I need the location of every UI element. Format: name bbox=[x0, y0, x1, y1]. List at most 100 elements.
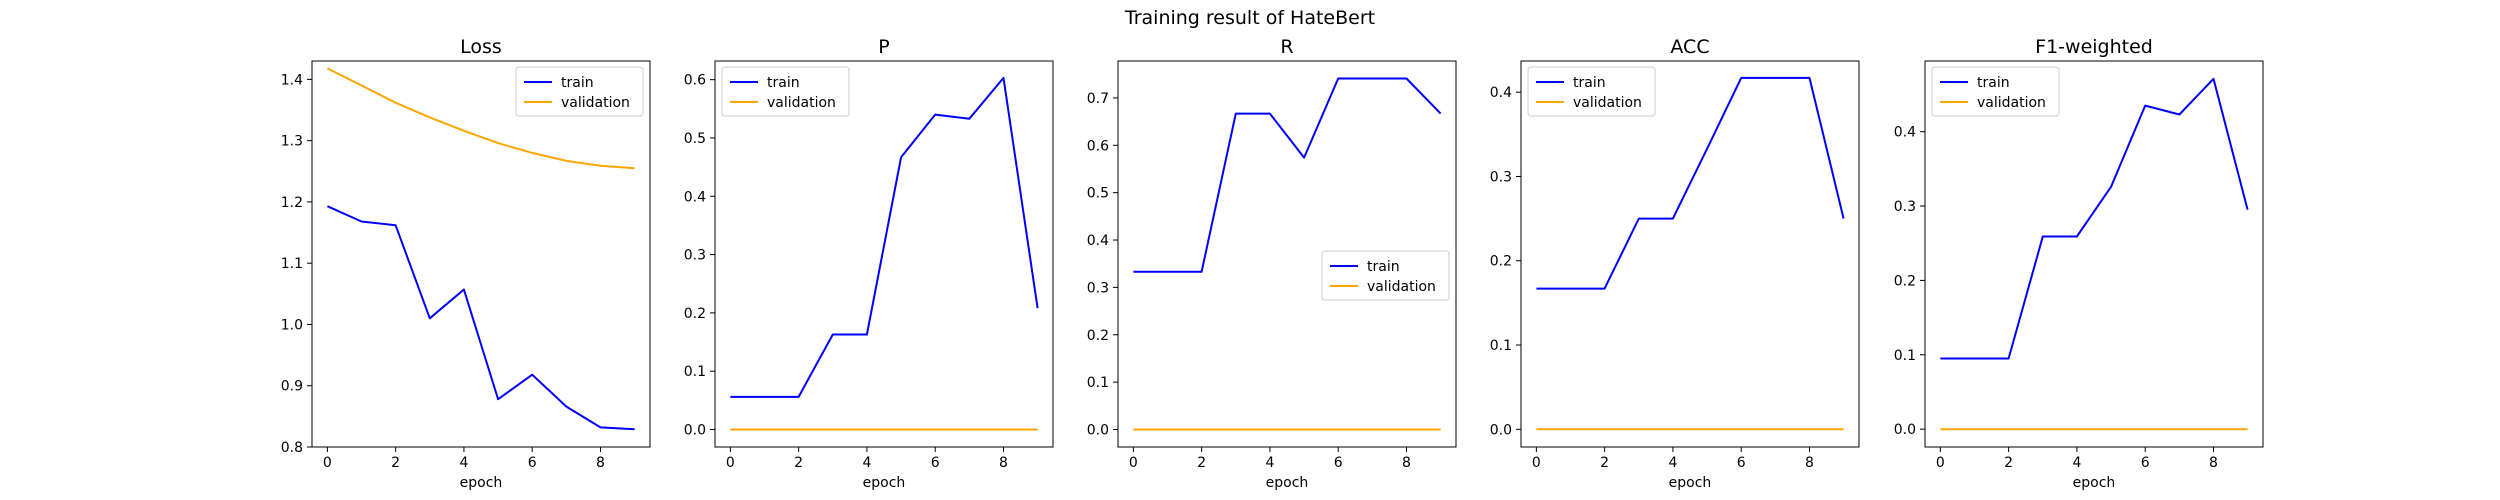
x-tick-label: 8 bbox=[2209, 455, 2218, 471]
legend-box bbox=[1527, 66, 1656, 117]
y-tick-label: 1.1 bbox=[281, 256, 303, 272]
legend-label-train: train bbox=[1977, 75, 2010, 91]
y-tick-label: 0.5 bbox=[684, 131, 706, 147]
legend: train validation bbox=[1321, 250, 1450, 301]
x-tick-label: 4 bbox=[862, 455, 871, 471]
subplot-1: Loss 0 2 4 6 8 0.8 0.9 1.0 1.1 1.2 1.3 1.4 epoch train… bbox=[281, 36, 651, 491]
legend: train validation bbox=[515, 66, 644, 117]
legend-label-train: train bbox=[561, 75, 594, 91]
x-axis-label: epoch bbox=[2073, 475, 2116, 491]
y-tick-label: 0.0 bbox=[1490, 422, 1512, 438]
y-tick-label: 0.1 bbox=[1894, 348, 1916, 364]
legend: train validation bbox=[1527, 66, 1656, 117]
x-tick-label: 2 bbox=[391, 455, 400, 471]
subplot-3: R 0 2 4 6 8 0.0 0.1 0.2 0.3 0.4 0.5 0.6 0.7 epoch train… bbox=[1087, 36, 1457, 491]
x-tick-label: 2 bbox=[1600, 455, 1609, 471]
y-tick-label: 1.4 bbox=[281, 72, 303, 88]
legend-label-train: train bbox=[1367, 259, 1400, 275]
legend-label-train: train bbox=[1573, 75, 1606, 91]
y-tick-label: 0.1 bbox=[1490, 338, 1512, 354]
y-tick-label: 0.7 bbox=[1087, 91, 1109, 107]
legend-label-validation: validation bbox=[767, 95, 836, 111]
y-tick-label: 0.0 bbox=[1087, 422, 1109, 438]
y-tick-label: 0.2 bbox=[684, 306, 706, 322]
y-tick-label: 0.4 bbox=[1894, 125, 1916, 141]
plot-frame bbox=[1520, 60, 1860, 448]
legend-label-validation: validation bbox=[561, 95, 630, 111]
x-tick-label: 6 bbox=[931, 455, 940, 471]
series-line-train bbox=[1133, 77, 1442, 273]
y-tick-label: 0.3 bbox=[1490, 169, 1512, 185]
y-tick-label: 0.0 bbox=[684, 423, 706, 439]
y-tick-label: 0.4 bbox=[1490, 85, 1512, 101]
subplot-title: ACC bbox=[1670, 36, 1709, 58]
x-tick-label: 0 bbox=[726, 455, 735, 471]
x-tick-label: 4 bbox=[2072, 455, 2081, 471]
subplot-title: R bbox=[1280, 36, 1293, 58]
y-tick-label: 0.2 bbox=[1087, 328, 1109, 344]
figure-title: Training result of HateBert bbox=[1124, 7, 1375, 29]
x-tick-label: 4 bbox=[459, 455, 468, 471]
legend-label-train: train bbox=[767, 75, 800, 91]
y-tick-label: 1.3 bbox=[281, 134, 303, 150]
y-tick-label: 0.0 bbox=[1894, 422, 1916, 438]
legend-box bbox=[515, 66, 644, 117]
plot-frame bbox=[311, 60, 651, 448]
series-line-train bbox=[730, 76, 1039, 398]
y-tick-label: 0.8 bbox=[281, 440, 303, 456]
x-axis-label: epoch bbox=[1266, 475, 1309, 491]
y-tick-label: 0.1 bbox=[1087, 375, 1109, 391]
y-tick-label: 0.3 bbox=[684, 248, 706, 264]
legend: train validation bbox=[721, 66, 850, 117]
y-tick-label: 0.1 bbox=[684, 364, 706, 380]
series-line-train bbox=[1536, 76, 1845, 290]
x-tick-label: 6 bbox=[2141, 455, 2150, 471]
y-tick-label: 0.6 bbox=[1087, 138, 1109, 154]
subplot-title: F1-weighted bbox=[2035, 36, 2153, 58]
x-tick-label: 2 bbox=[1197, 455, 1206, 471]
x-tick-label: 4 bbox=[1265, 455, 1274, 471]
x-tick-label: 0 bbox=[1129, 455, 1138, 471]
subplot-5: F1-weighted 0 2 4 6 8 0.0 0.1 0.2 0.3 0.4 epoch trai… bbox=[1894, 36, 2264, 491]
y-tick-label: 0.3 bbox=[1087, 280, 1109, 296]
y-tick-label: 0.2 bbox=[1894, 273, 1916, 289]
y-tick-label: 1.2 bbox=[281, 195, 303, 211]
x-tick-label: 8 bbox=[999, 455, 1008, 471]
x-tick-label: 2 bbox=[794, 455, 803, 471]
y-tick-label: 0.4 bbox=[1087, 233, 1109, 249]
x-tick-label: 0 bbox=[1936, 455, 1945, 471]
plot-frame bbox=[714, 60, 1054, 448]
series-line-train bbox=[326, 205, 635, 431]
legend-label-validation: validation bbox=[1367, 279, 1436, 295]
legend-box bbox=[1321, 250, 1450, 301]
legend-label-validation: validation bbox=[1573, 95, 1642, 111]
legend-label-validation: validation bbox=[1977, 95, 2046, 111]
y-tick-label: 0.3 bbox=[1894, 199, 1916, 215]
y-tick-label: 0.4 bbox=[684, 189, 706, 205]
y-tick-label: 0.6 bbox=[684, 73, 706, 89]
legend-box bbox=[1931, 66, 2060, 117]
x-tick-label: 6 bbox=[528, 455, 537, 471]
x-tick-label: 8 bbox=[1805, 455, 1814, 471]
x-tick-label: 6 bbox=[1737, 455, 1746, 471]
legend-box bbox=[721, 66, 850, 117]
y-tick-label: 0.5 bbox=[1087, 186, 1109, 202]
x-tick-label: 0 bbox=[1532, 455, 1541, 471]
x-tick-label: 6 bbox=[1334, 455, 1343, 471]
legend: train validation bbox=[1931, 66, 2060, 117]
subplot-title: Loss bbox=[460, 36, 502, 58]
x-tick-label: 2 bbox=[2004, 455, 2013, 471]
x-tick-label: 8 bbox=[1402, 455, 1411, 471]
subplot-2: P 0 2 4 6 8 0.0 0.1 0.2 0.3 0.4 0.5 0.6 epoch train val… bbox=[684, 36, 1054, 491]
series-line-train bbox=[1940, 77, 2249, 360]
plot-frame bbox=[1117, 60, 1457, 448]
subplot-title: P bbox=[878, 36, 889, 58]
y-tick-label: 0.9 bbox=[281, 379, 303, 395]
x-tick-label: 4 bbox=[1668, 455, 1677, 471]
y-tick-label: 0.2 bbox=[1490, 254, 1512, 270]
x-axis-label: epoch bbox=[1669, 475, 1712, 491]
y-tick-label: 1.0 bbox=[281, 317, 303, 333]
x-axis-label: epoch bbox=[863, 475, 906, 491]
x-tick-label: 0 bbox=[323, 455, 332, 471]
